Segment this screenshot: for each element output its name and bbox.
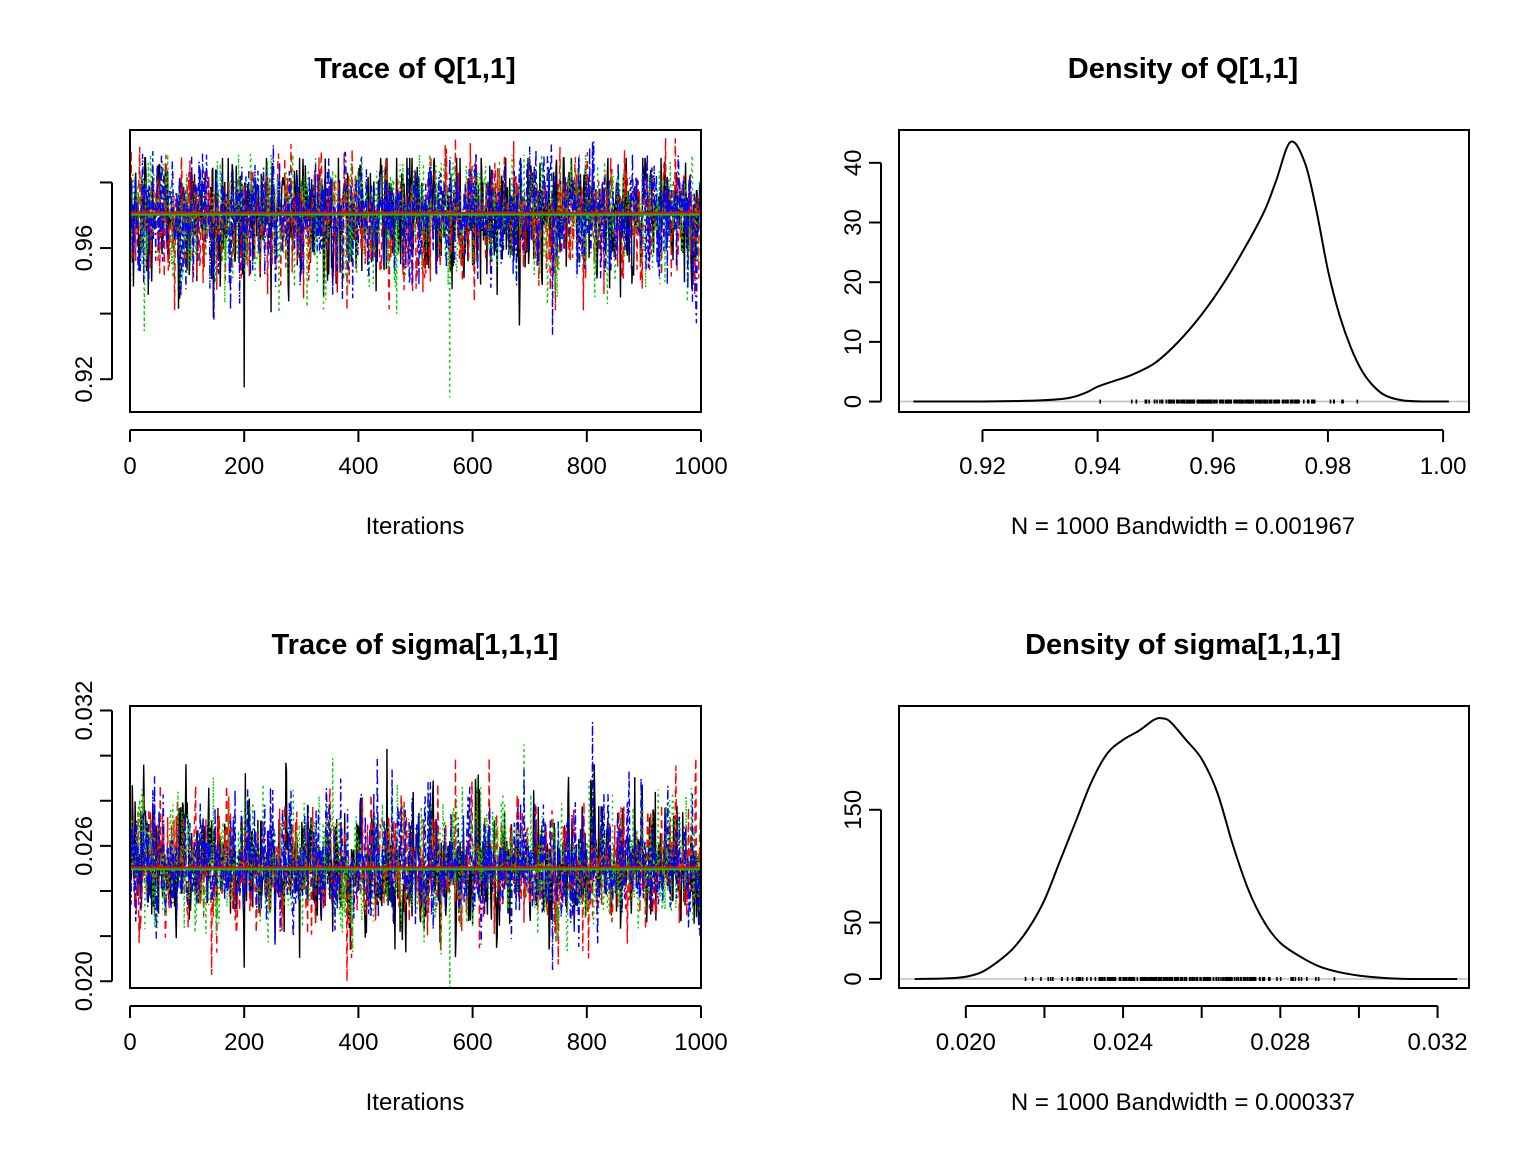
x-tick-label: 600 [453, 453, 493, 480]
y-tick-label: 0.92 [71, 356, 98, 403]
y-tick-label: 50 [840, 909, 867, 936]
x-tick-label: 0.98 [1305, 453, 1352, 480]
trace-sigma-axes: 0 200 400 600 800 1000 0.020 0.026 0.032 [71, 680, 728, 1056]
x-tick-label: 0.024 [1093, 1029, 1153, 1056]
x-tick-label: 0.94 [1074, 453, 1121, 480]
trace-series-chain-4 [130, 721, 701, 970]
density-sigma-plot-area [899, 717, 1469, 981]
x-tick-label: 200 [224, 1029, 264, 1056]
x-tick-label: 400 [338, 1029, 378, 1056]
x-tick-label: 0.92 [959, 453, 1006, 480]
trace-q-plot-border [129, 129, 702, 413]
y-tick-label: 0.026 [71, 816, 98, 876]
trace-q-axes: 0 200 400 600 800 1000 0.92 0.96 [71, 181, 728, 480]
trace-series-chain-3 [130, 153, 701, 398]
density-q-plot-area [899, 140, 1469, 404]
x-tick-label: 0 [123, 1029, 136, 1056]
density-q-axes: 0.92 0.94 0.96 0.98 1.00 0 10 20 30 40 [840, 149, 1466, 480]
trace-sigma-panel: Trace of sigma[1,1,1] 0 200 400 600 800 10000… [71, 629, 728, 1116]
y-tick-label: 0.020 [71, 951, 98, 1011]
density-curve [913, 140, 1449, 403]
trace-lines [130, 721, 701, 988]
x-tick-label: 800 [567, 1029, 607, 1056]
trace-sigma-x-label: Iterations [366, 1089, 465, 1116]
trace-q-x-label: Iterations [366, 513, 465, 540]
density-rug [1099, 399, 1359, 404]
x-tick-label: 200 [224, 453, 264, 480]
x-tick-label: 400 [338, 453, 378, 480]
y-tick-label: 10 [840, 329, 867, 356]
y-tick-label: 20 [840, 269, 867, 296]
x-tick-label: 0.028 [1250, 1029, 1310, 1056]
x-tick-label: 1000 [674, 1029, 727, 1056]
trace-q-title: Trace of Q[1,1] [314, 53, 515, 85]
x-tick-label: 1.00 [1420, 453, 1467, 480]
x-tick-label: 0 [123, 453, 136, 480]
y-tick-label: 0.96 [71, 225, 98, 272]
y-tick-label: 40 [840, 149, 867, 176]
trace-q-plot-area [130, 138, 701, 398]
trace-q-panel: Trace of Q[1,1] 0 200 400 600 800 1000 0.92 0.9… [71, 53, 728, 540]
x-tick-label: 600 [453, 1029, 493, 1056]
trace-sigma-plot-border [129, 705, 702, 989]
density-sigma-title: Density of sigma[1,1,1] [1025, 629, 1341, 661]
x-tick-label: 1000 [674, 453, 727, 480]
density-sigma-x-label: N = 1000 Bandwidth = 0.000337 [1011, 1089, 1355, 1116]
x-tick-label: 0.020 [936, 1029, 996, 1056]
y-tick-label: 0.032 [71, 680, 98, 740]
y-tick-label: 30 [840, 209, 867, 236]
trace-sigma-title: Trace of sigma[1,1,1] [272, 629, 559, 661]
trace-series-chain-4 [130, 141, 701, 335]
trace-sigma-plot-area [130, 721, 701, 988]
x-tick-label: 0.032 [1408, 1029, 1468, 1056]
y-tick-label: 0 [840, 972, 867, 985]
density-q-x-label: N = 1000 Bandwidth = 0.001967 [1011, 513, 1355, 540]
density-sigma-plot-border [898, 705, 1470, 989]
density-sigma-axes: 0.020 0.024 0.028 0.032 0 50 150 [840, 790, 1468, 1056]
x-tick-label: 0.96 [1189, 453, 1236, 480]
trace-series-chain-2 [130, 138, 701, 311]
x-tick-label: 800 [567, 453, 607, 480]
density-q-title: Density of Q[1,1] [1068, 53, 1298, 85]
density-q-plot-border [898, 129, 1470, 413]
density-sigma-panel: Density of sigma[1,1,1] 0.020 0.024 0.028 0… [840, 629, 1470, 1116]
density-q-panel: Density of Q[1,1] 0.92 0.94 0.96 0.98 1.00 0 1… [840, 53, 1470, 540]
y-tick-label: 150 [840, 790, 867, 830]
density-rug [1024, 976, 1336, 981]
trace-lines [130, 138, 701, 398]
y-tick-label: 0 [840, 395, 867, 408]
trace-series-chain-3 [130, 744, 701, 988]
density-curve [914, 717, 1458, 980]
